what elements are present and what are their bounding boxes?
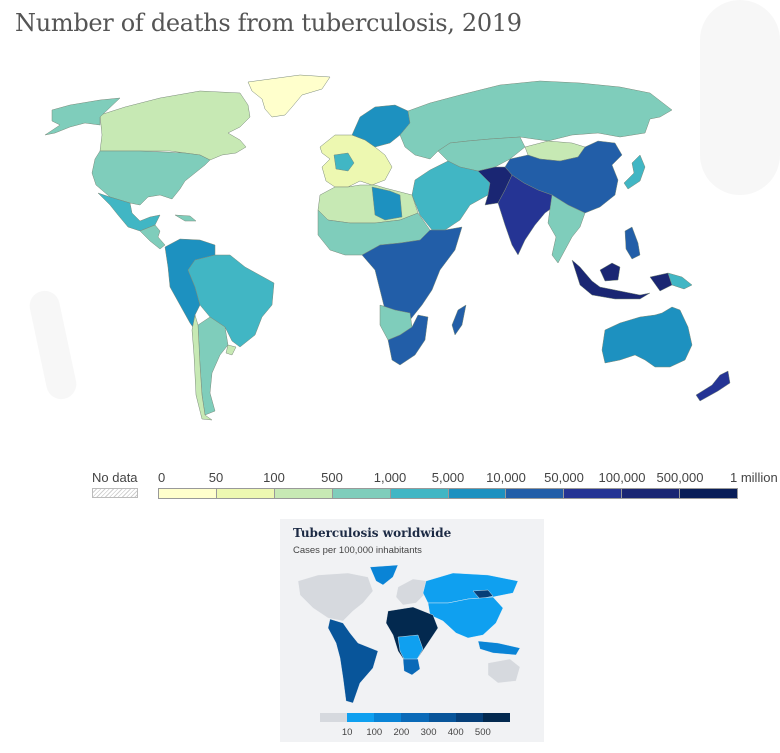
inset-legend-swatch-5 [455, 713, 483, 722]
region-canada[interactable] [99, 90, 251, 161]
legend-swatch-6 [506, 489, 565, 498]
inset-legend-tick-label: 500 [474, 727, 491, 738]
legend-tick-label: 500,000 [656, 470, 704, 485]
region-australia[interactable] [601, 306, 693, 368]
inset-world-map [297, 564, 521, 704]
legend-tick-label: 10,000 [486, 470, 526, 485]
inset-region-latin-america[interactable] [327, 618, 379, 704]
region-united-states[interactable] [91, 150, 211, 206]
inset-region-greenland[interactable] [369, 564, 399, 586]
region-southeast-asia[interactable] [547, 194, 586, 264]
legend-swatch-5 [448, 489, 507, 498]
legend-tick-label: 50 [208, 470, 224, 485]
no-data-swatch [92, 488, 138, 498]
inset-region-north-america[interactable] [297, 572, 374, 622]
legend-tick-label: 100 [263, 470, 285, 485]
no-data-label: No data [92, 470, 138, 485]
region-philippines[interactable] [624, 226, 641, 260]
background-smudge [700, 0, 780, 195]
legend: No data 0 50 100 500 1,000 5,000 10,000 50,000 1… [0, 468, 780, 508]
legend-tick-label: 5,000 [431, 470, 465, 485]
legend-tick-label: 1,000 [373, 470, 407, 485]
region-papua-new-guinea[interactable] [667, 272, 693, 290]
legend-swatch-0 [159, 489, 217, 498]
page-title: Number of deaths from tuberculosis, 2019 [15, 9, 522, 37]
inset-region-australia[interactable] [487, 658, 521, 684]
inset-legend-swatch-3 [401, 713, 429, 722]
region-north-africa[interactable] [317, 184, 419, 224]
inset-legend-swatch-6 [482, 713, 510, 722]
region-chile[interactable] [191, 314, 213, 421]
inset-region-central-africa[interactable] [397, 634, 424, 664]
inset-region-russia[interactable] [422, 572, 519, 604]
legend-color-bar [158, 488, 738, 499]
inset-legend-tick-label: 400 [447, 727, 464, 738]
world-map [44, 74, 731, 421]
legend-tick-label: 100,000 [598, 470, 646, 485]
inset-legend-tick-label: 100 [366, 727, 383, 738]
inset-panel: Tuberculosis worldwide Cases per 100,000… [280, 519, 544, 742]
region-uruguay[interactable] [225, 344, 237, 356]
region-alaska[interactable] [44, 97, 121, 136]
legend-swatch-2 [274, 489, 333, 498]
legend-tick-label: 0 [158, 470, 166, 485]
region-france[interactable] [333, 152, 355, 172]
region-central-east-africa[interactable] [361, 226, 463, 324]
inset-region-europe[interactable] [395, 578, 429, 606]
region-brazil[interactable] [187, 254, 275, 348]
legend-swatch-9 [680, 489, 738, 498]
legend-tick-label: 500 [321, 470, 343, 485]
legend-tick-label: 50,000 [544, 470, 584, 485]
inset-region-asia[interactable] [427, 596, 504, 639]
region-greenland[interactable] [247, 74, 331, 118]
inset-region-africa[interactable] [385, 606, 439, 664]
legend-swatch-4 [390, 489, 449, 498]
inset-region-southern-africa[interactable] [402, 658, 421, 676]
region-mexico[interactable] [97, 192, 161, 232]
inset-legend-tick-label: 300 [420, 727, 437, 738]
legend-swatch-7 [564, 489, 623, 498]
region-middle-east[interactable] [411, 160, 491, 231]
inset-legend-swatch-0 [320, 713, 348, 722]
inset-title: Tuberculosis worldwide [293, 526, 452, 540]
legend-tick-label: 1 million [730, 470, 778, 485]
region-southern-africa[interactable] [387, 314, 429, 366]
legend-swatch-8 [622, 489, 681, 498]
region-russia[interactable] [399, 80, 673, 160]
inset-legend-tick-label: 10 [341, 727, 353, 738]
inset-legend-bar [320, 713, 510, 722]
region-libya[interactable] [371, 186, 403, 221]
inset-region-indonesia[interactable] [477, 640, 521, 656]
legend-swatch-1 [216, 489, 275, 498]
legend-swatch-3 [332, 489, 391, 498]
inset-subtitle: Cases per 100,000 inhabitants [293, 545, 422, 556]
region-indonesia[interactable] [571, 259, 673, 300]
inset-legend-swatch-2 [374, 713, 402, 722]
region-new-zealand[interactable] [695, 370, 731, 402]
region-madagascar[interactable] [451, 304, 467, 336]
region-japan[interactable] [623, 154, 646, 190]
region-caribbean[interactable] [174, 214, 197, 222]
region-central-america[interactable] [139, 224, 166, 250]
inset-legend-tick-label: 200 [393, 727, 410, 738]
inset-legend-swatch-4 [428, 713, 456, 722]
inset-region-mongolia[interactable] [472, 589, 494, 600]
inset-legend-swatch-1 [347, 713, 375, 722]
